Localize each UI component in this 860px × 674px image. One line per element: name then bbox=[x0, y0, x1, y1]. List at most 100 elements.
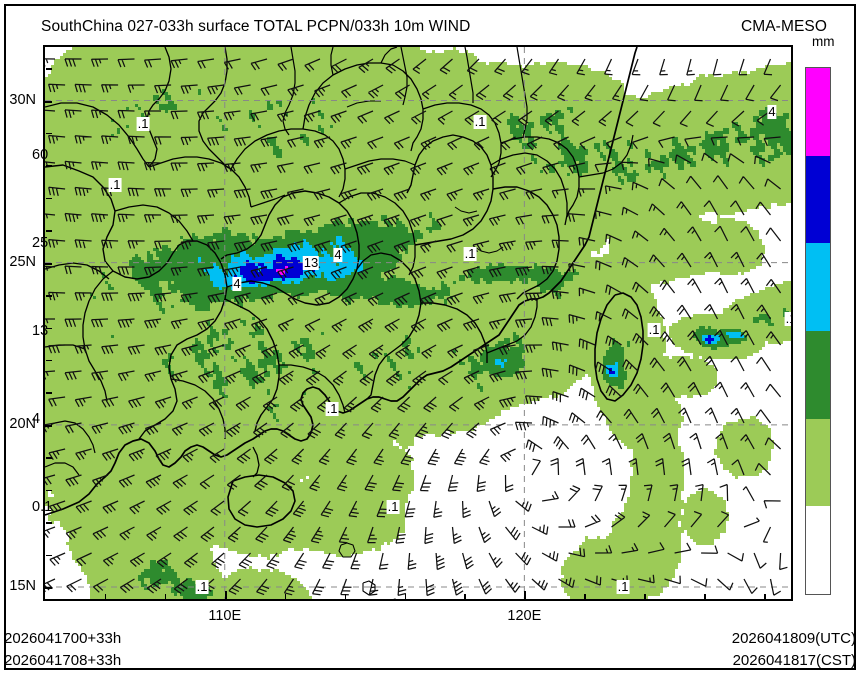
longitude-minor-tick bbox=[464, 594, 466, 600]
border-line bbox=[578, 134, 634, 178]
latitude-minor-tick bbox=[46, 165, 52, 167]
colorbar-band bbox=[806, 68, 830, 156]
border-line bbox=[282, 47, 296, 136]
longitude-minor-tick bbox=[584, 594, 586, 600]
latitude-tick-label: 25N bbox=[9, 253, 36, 270]
border-line bbox=[330, 47, 334, 76]
colorbar-band bbox=[806, 506, 830, 594]
longitude-minor-tick bbox=[644, 594, 646, 600]
wind-barbs bbox=[45, 58, 788, 597]
border-line bbox=[338, 542, 356, 558]
contour-value-label: .1 bbox=[647, 322, 661, 337]
latitude-minor-tick bbox=[46, 68, 52, 70]
colorbar-tick-label: 60 bbox=[32, 147, 49, 163]
longitude-tick-label: 110E bbox=[208, 608, 242, 624]
latitude-tick-label: 15N bbox=[9, 578, 36, 594]
latitude-minor-tick bbox=[46, 522, 52, 524]
latitude-minor-tick bbox=[46, 197, 52, 200]
colorbar-band bbox=[806, 418, 830, 507]
contour-value-label: .1 bbox=[616, 579, 630, 594]
longitude-minor-tick bbox=[104, 594, 107, 600]
latitude-minor-tick bbox=[46, 100, 52, 102]
colorbar[interactable] bbox=[805, 67, 831, 595]
border-line bbox=[344, 158, 416, 170]
latitude-minor-tick bbox=[46, 392, 52, 394]
contour-value-label: .1 bbox=[325, 401, 339, 416]
contour-value-label: .1 bbox=[108, 177, 122, 192]
border-line bbox=[198, 47, 232, 170]
latitude-minor-tick bbox=[46, 489, 52, 492]
longitude-minor-tick bbox=[524, 594, 526, 600]
colorbar-tick-label: 0.1 bbox=[32, 499, 53, 515]
contour-value-label: .1 bbox=[386, 499, 400, 514]
model-name-label: CMA-MESO bbox=[740, 18, 827, 35]
colorbar-tick-label: 13 bbox=[32, 323, 49, 339]
longitude-minor-tick bbox=[164, 594, 167, 600]
latitude-minor-tick bbox=[46, 262, 52, 265]
border-line bbox=[226, 252, 422, 400]
latitude-minor-tick bbox=[46, 554, 52, 557]
latitude-minor-tick bbox=[46, 359, 52, 362]
graticule-lines bbox=[45, 47, 791, 599]
latitude-minor-tick bbox=[46, 230, 52, 232]
longitude-minor-tick bbox=[404, 594, 407, 600]
wind-barb-field bbox=[45, 58, 788, 597]
contour-value-label: 4 bbox=[232, 276, 242, 291]
contour-value-label: .1 bbox=[784, 312, 791, 326]
border-line bbox=[82, 270, 114, 402]
longitude-minor-tick bbox=[764, 594, 766, 600]
longitude-tick-label: 120E bbox=[507, 608, 542, 624]
colorbar-band bbox=[806, 155, 830, 244]
latitude-tick-label: 30N bbox=[9, 91, 36, 108]
latitude-minor-tick bbox=[46, 295, 52, 297]
precip-level-25 bbox=[234, 254, 714, 374]
contour-value-label: .1 bbox=[195, 579, 209, 594]
latitude-minor-tick bbox=[46, 132, 52, 135]
border-line bbox=[500, 136, 580, 218]
contour-value-label: 4 bbox=[767, 104, 777, 119]
border-line bbox=[45, 47, 638, 516]
colorbar-band bbox=[806, 331, 830, 419]
longitude-minor-tick bbox=[224, 594, 227, 600]
border-line bbox=[454, 206, 478, 214]
latitude-minor-tick bbox=[46, 457, 52, 459]
contour-value-label: 4 bbox=[333, 247, 343, 262]
border-line bbox=[279, 364, 346, 414]
border-line bbox=[146, 47, 172, 168]
border-line bbox=[516, 47, 528, 138]
border-line bbox=[464, 47, 474, 103]
map-canvas bbox=[45, 47, 791, 599]
contour-value-label: .1 bbox=[463, 246, 477, 261]
colorbar-band bbox=[806, 243, 830, 331]
border-line bbox=[338, 192, 416, 276]
colorbar-unit-label: mm bbox=[812, 34, 835, 49]
border-line bbox=[250, 194, 286, 208]
init-time-utc-label: 2026041700+33h bbox=[4, 630, 122, 647]
border-line bbox=[474, 246, 504, 254]
precip-level-4 bbox=[90, 89, 791, 599]
contour-value-label: .1 bbox=[136, 116, 150, 131]
latitude-minor-tick bbox=[46, 424, 52, 427]
border-line bbox=[594, 292, 644, 402]
latitude-minor-tick bbox=[46, 587, 52, 589]
border-line bbox=[45, 102, 150, 168]
border-line bbox=[148, 156, 252, 208]
border-line bbox=[45, 462, 80, 476]
init-time-cst-label: 2026041708+33h bbox=[4, 652, 122, 669]
valid-time-cst-label: 2026041817(CST) bbox=[732, 652, 856, 669]
colorbar-tick-label: 4 bbox=[32, 411, 41, 427]
border-line bbox=[492, 186, 560, 300]
border-line bbox=[406, 134, 494, 246]
chart-title: SouthChina 027-033h surface TOTAL PCPN/0… bbox=[41, 18, 471, 35]
border-line bbox=[400, 47, 408, 106]
contour-value-label: 13 bbox=[302, 255, 320, 270]
longitude-minor-tick bbox=[344, 594, 347, 600]
latitude-minor-tick bbox=[46, 327, 52, 330]
border-line bbox=[220, 190, 360, 270]
longitude-minor-tick bbox=[284, 594, 287, 600]
valid-time-utc-label: 2026041809(UTC) bbox=[731, 630, 856, 647]
longitude-minor-tick bbox=[704, 594, 706, 600]
contour-value-label: .1 bbox=[473, 114, 487, 129]
border-line bbox=[114, 204, 194, 242]
